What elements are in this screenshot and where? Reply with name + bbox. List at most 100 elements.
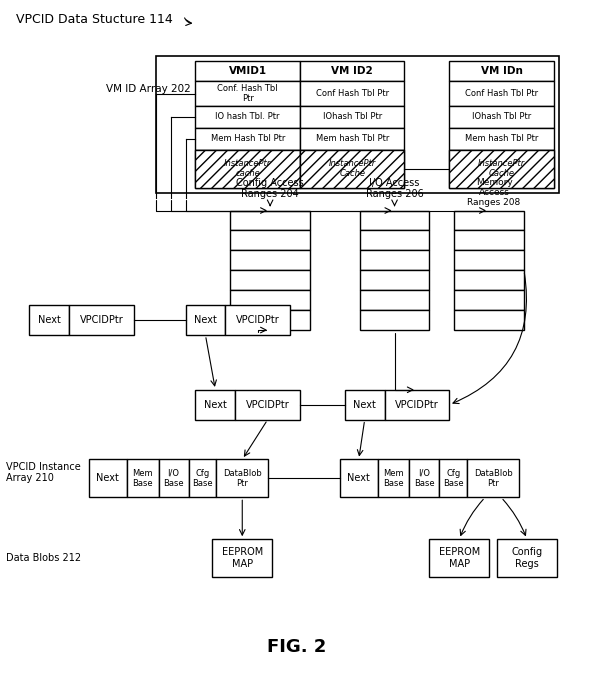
Bar [360, 310, 429, 330]
Text: VPCIDPtr: VPCIDPtr [246, 400, 289, 410]
Bar [449, 61, 554, 81]
Text: Conf Hash Tbl Ptr: Conf Hash Tbl Ptr [465, 89, 538, 98]
Bar [235, 390, 300, 420]
Text: DataBlob
Ptr: DataBlob Ptr [473, 468, 513, 488]
Text: VPCIDPtr: VPCIDPtr [395, 400, 439, 410]
Bar [449, 128, 554, 150]
Text: IOhash Tbl Ptr: IOhash Tbl Ptr [472, 112, 531, 121]
Bar [454, 230, 524, 250]
Bar [340, 460, 378, 497]
Text: VM ID Array 202: VM ID Array 202 [106, 84, 191, 94]
Text: Cfg
Base: Cfg Base [443, 468, 463, 488]
Bar [360, 271, 429, 290]
Bar [230, 250, 310, 271]
Bar [29, 305, 69, 335]
Bar [454, 211, 524, 230]
Text: Config
Regs: Config Regs [511, 547, 542, 569]
Bar [497, 539, 557, 577]
Bar [378, 460, 409, 497]
Bar [89, 460, 127, 497]
Bar [409, 460, 440, 497]
Bar [185, 305, 225, 335]
Text: Next: Next [353, 400, 376, 410]
Bar [195, 106, 300, 128]
Bar [449, 106, 554, 128]
Text: FIG. 2: FIG. 2 [267, 638, 327, 656]
Text: Next: Next [194, 315, 217, 325]
Bar [300, 61, 405, 81]
Text: I/O
Base: I/O Base [414, 468, 435, 488]
Bar [454, 290, 524, 310]
Text: Next: Next [38, 315, 61, 325]
Bar [230, 211, 310, 230]
Bar [127, 460, 159, 497]
Bar [449, 150, 554, 188]
Bar [300, 106, 405, 128]
Text: Memory
Access
Ranges 208: Memory Access Ranges 208 [467, 178, 521, 207]
Bar [454, 250, 524, 271]
Bar [429, 539, 489, 577]
Bar [300, 150, 405, 188]
Text: IO hash Tbl. Ptr: IO hash Tbl. Ptr [216, 112, 280, 121]
Bar [300, 150, 405, 188]
Bar [360, 250, 429, 271]
Bar [156, 56, 559, 192]
Bar [449, 150, 554, 188]
Bar [345, 390, 384, 420]
Text: InstancePtr
Cache: InstancePtr Cache [328, 159, 376, 178]
Bar [230, 271, 310, 290]
Text: IOhash Tbl Ptr: IOhash Tbl Ptr [323, 112, 382, 121]
Bar [230, 290, 310, 310]
Text: Mem
Base: Mem Base [132, 468, 153, 488]
Text: Mem hash Tbl Ptr: Mem hash Tbl Ptr [465, 135, 538, 143]
Bar [195, 128, 300, 150]
Bar [360, 211, 429, 230]
Bar [195, 61, 300, 81]
Text: Conf. Hash Tbl
Ptr: Conf. Hash Tbl Ptr [217, 84, 278, 103]
Text: Mem
Base: Mem Base [383, 468, 404, 488]
Text: Config Access
Ranges 204: Config Access Ranges 204 [236, 178, 304, 199]
Text: VPCID Instance
Array 210: VPCID Instance Array 210 [7, 462, 81, 483]
Bar [360, 230, 429, 250]
Bar [449, 81, 554, 106]
Bar [195, 150, 300, 188]
Bar [440, 460, 467, 497]
Text: VPCIDPtr: VPCIDPtr [80, 315, 124, 325]
Text: InstancePtr
cache: InstancePtr cache [224, 159, 271, 178]
Bar [216, 460, 268, 497]
Text: Next: Next [347, 473, 370, 483]
Text: VMID1: VMID1 [229, 66, 267, 76]
Text: Next: Next [204, 400, 227, 410]
Text: Data Blobs 212: Data Blobs 212 [7, 553, 81, 563]
Text: EEPROM
MAP: EEPROM MAP [222, 547, 263, 569]
Text: VM ID2: VM ID2 [331, 66, 373, 76]
Bar [230, 230, 310, 250]
Bar [195, 81, 300, 106]
Text: VPCIDPtr: VPCIDPtr [236, 315, 280, 325]
Bar [195, 150, 300, 188]
Bar [467, 460, 519, 497]
Text: Mem Hash Tbl Ptr: Mem Hash Tbl Ptr [210, 135, 285, 143]
Bar [360, 290, 429, 310]
Text: Conf Hash Tbl Ptr: Conf Hash Tbl Ptr [315, 89, 389, 98]
Bar [454, 310, 524, 330]
Text: VM IDn: VM IDn [481, 66, 523, 76]
Text: Next: Next [96, 473, 119, 483]
Bar [225, 305, 290, 335]
Bar [195, 390, 235, 420]
Bar [188, 460, 216, 497]
Text: I/O
Base: I/O Base [163, 468, 184, 488]
Text: EEPROM
MAP: EEPROM MAP [438, 547, 480, 569]
Text: Cfg
Base: Cfg Base [192, 468, 213, 488]
Text: I/O Access
Ranges 206: I/O Access Ranges 206 [366, 178, 424, 199]
Bar [300, 81, 405, 106]
Bar [69, 305, 134, 335]
Bar [454, 271, 524, 290]
Text: Mem hash Tbl Ptr: Mem hash Tbl Ptr [315, 135, 389, 143]
Text: VPCID Data Stucture 114: VPCID Data Stucture 114 [16, 13, 173, 26]
Bar [159, 460, 188, 497]
Bar [300, 128, 405, 150]
Bar [213, 539, 272, 577]
Bar [384, 390, 449, 420]
Text: InstancePtr
Cache: InstancePtr Cache [478, 159, 525, 178]
